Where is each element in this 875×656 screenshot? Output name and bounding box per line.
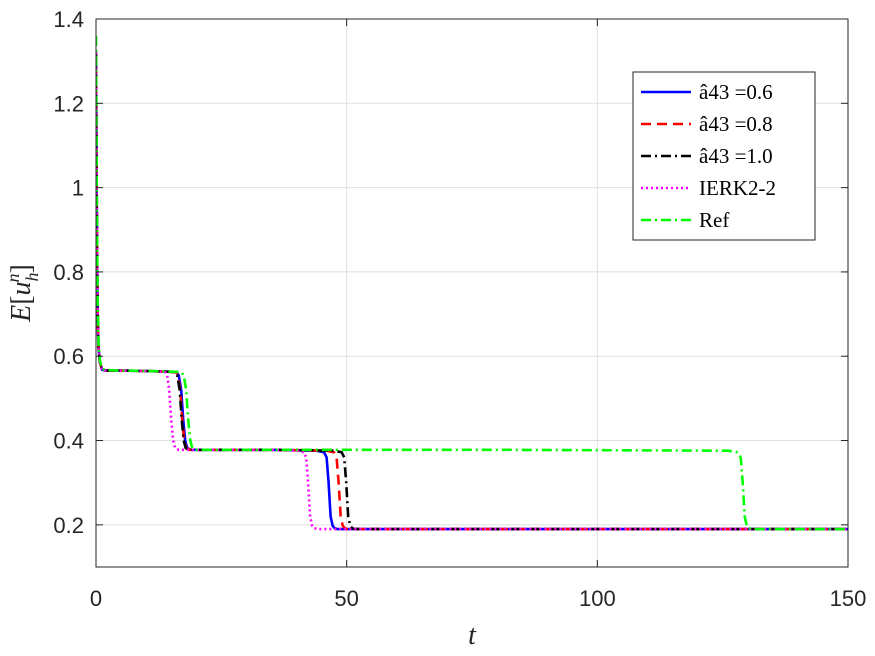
legend-label-1: â43 =0.6 xyxy=(699,80,773,104)
series-line-4 xyxy=(96,52,848,531)
legend: â43 =0.6 â43 =0.8 â43 =1.0 IERK2-2 Ref xyxy=(632,71,816,241)
legend-label-2: â43 =0.8 xyxy=(699,112,773,136)
legend-label-4: IERK2-2 xyxy=(699,176,776,200)
series-line-3 xyxy=(96,52,848,531)
x-tick-label: 100 xyxy=(579,586,616,611)
y-axis-label: E[uhn] xyxy=(3,264,42,323)
y-tick-label: 1 xyxy=(72,176,84,201)
x-tick-label: 150 xyxy=(830,586,867,611)
series-line-5 xyxy=(96,35,848,531)
plot-frame xyxy=(95,18,849,568)
y-tick-label: 0.8 xyxy=(53,260,84,285)
legend-label-5: Ref xyxy=(699,208,729,232)
x-tick-label: 50 xyxy=(334,586,358,611)
legend-label-3: â43 =1.0 xyxy=(699,144,773,168)
y-tick-label: 1.4 xyxy=(53,7,84,32)
svg-text:E[uhn]: E[uhn] xyxy=(3,264,42,323)
x-axis-label: t xyxy=(468,620,477,651)
y-tick-label: 0.6 xyxy=(53,344,84,369)
ticks: 0 50 100 150 0.2 0.4 0.6 0.8 1 1.2 1.4 xyxy=(53,7,866,611)
y-tick-label: 0.4 xyxy=(53,429,84,454)
y-tick-label: 0.2 xyxy=(53,513,84,538)
series-layer xyxy=(96,35,848,531)
y-tick-label: 1.2 xyxy=(53,91,84,116)
x-tick-label: 0 xyxy=(90,586,102,611)
